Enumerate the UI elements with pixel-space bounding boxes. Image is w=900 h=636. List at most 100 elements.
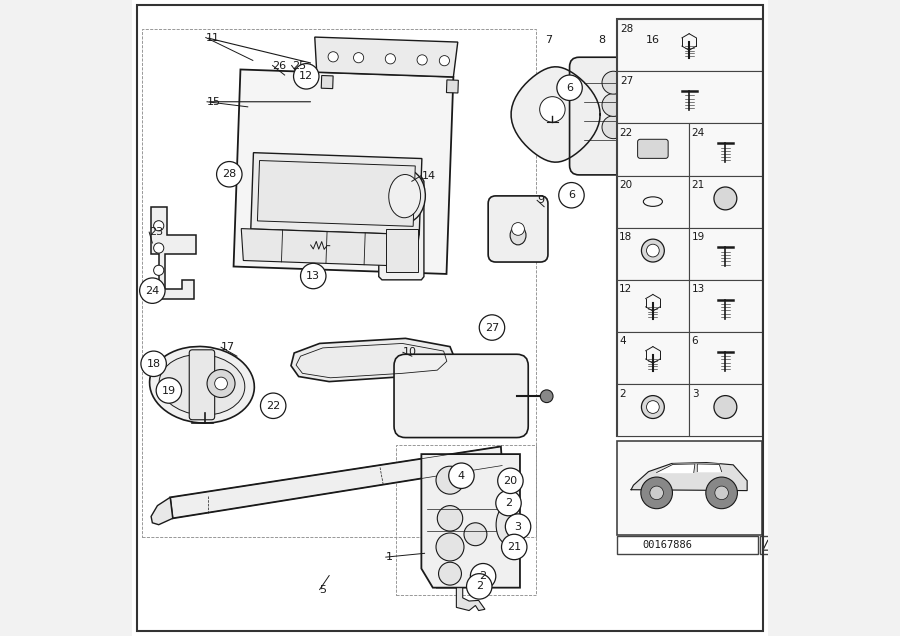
Polygon shape	[321, 76, 333, 88]
Text: 6: 6	[692, 336, 698, 347]
Text: 5: 5	[320, 584, 327, 595]
Circle shape	[602, 71, 625, 94]
Polygon shape	[446, 80, 458, 93]
Polygon shape	[241, 228, 419, 266]
Text: 28: 28	[620, 24, 633, 34]
Text: 21: 21	[508, 542, 521, 552]
Text: 6: 6	[568, 190, 575, 200]
Circle shape	[301, 263, 326, 289]
Circle shape	[293, 64, 319, 89]
Bar	[396, 445, 536, 595]
Polygon shape	[379, 177, 424, 280]
Text: 7: 7	[544, 35, 552, 45]
Bar	[689, 228, 761, 280]
Circle shape	[464, 523, 487, 546]
Text: 2: 2	[619, 389, 625, 399]
Ellipse shape	[384, 169, 426, 223]
Text: 23: 23	[149, 227, 163, 237]
Text: 2: 2	[476, 581, 482, 591]
Circle shape	[154, 243, 164, 253]
Circle shape	[141, 351, 166, 377]
Circle shape	[505, 514, 531, 539]
Circle shape	[207, 370, 235, 398]
Text: 10: 10	[403, 347, 417, 357]
Bar	[760, 536, 777, 554]
Ellipse shape	[510, 226, 526, 245]
Circle shape	[650, 486, 663, 500]
Text: 17: 17	[221, 342, 235, 352]
Polygon shape	[657, 464, 695, 473]
Bar	[616, 176, 689, 228]
Circle shape	[715, 486, 728, 500]
Circle shape	[328, 52, 338, 62]
Bar	[689, 123, 761, 176]
Circle shape	[706, 477, 737, 509]
Text: 14: 14	[421, 170, 436, 181]
Bar	[689, 280, 761, 332]
FancyBboxPatch shape	[488, 196, 548, 262]
Polygon shape	[151, 497, 173, 525]
Circle shape	[557, 75, 582, 100]
Circle shape	[646, 244, 659, 257]
Circle shape	[602, 116, 625, 139]
Circle shape	[512, 223, 525, 235]
Text: 26: 26	[273, 60, 287, 71]
Polygon shape	[631, 462, 747, 490]
Text: 1: 1	[386, 552, 392, 562]
Text: 00167886: 00167886	[643, 540, 692, 550]
Text: 9: 9	[537, 195, 544, 205]
Circle shape	[260, 393, 286, 418]
Circle shape	[466, 574, 492, 599]
Circle shape	[501, 534, 527, 560]
Text: 2: 2	[480, 571, 487, 581]
Text: 4: 4	[619, 336, 625, 347]
Polygon shape	[151, 207, 195, 299]
Polygon shape	[386, 229, 418, 272]
Bar	[616, 332, 689, 384]
Circle shape	[540, 390, 553, 403]
Circle shape	[436, 533, 464, 561]
Text: 28: 28	[222, 169, 237, 179]
Text: 15: 15	[207, 97, 221, 107]
Circle shape	[646, 401, 659, 413]
Bar	[616, 536, 759, 554]
Circle shape	[496, 490, 521, 516]
Bar	[616, 228, 689, 280]
Circle shape	[449, 463, 474, 488]
Polygon shape	[170, 446, 502, 518]
Text: 22: 22	[266, 401, 280, 411]
Circle shape	[154, 221, 164, 231]
Text: 27: 27	[485, 322, 500, 333]
Text: 3: 3	[515, 522, 522, 532]
Circle shape	[498, 468, 523, 494]
Ellipse shape	[159, 354, 245, 415]
Bar	[616, 19, 761, 436]
Polygon shape	[234, 69, 454, 274]
Text: 20: 20	[619, 180, 633, 190]
Circle shape	[480, 315, 505, 340]
Circle shape	[668, 83, 694, 108]
FancyBboxPatch shape	[189, 350, 215, 420]
Circle shape	[641, 477, 672, 509]
Text: 21: 21	[692, 180, 705, 190]
Bar	[616, 280, 689, 332]
Bar	[616, 384, 689, 436]
Bar	[689, 332, 761, 384]
Polygon shape	[251, 153, 422, 235]
Polygon shape	[257, 160, 415, 226]
Circle shape	[154, 265, 164, 275]
Circle shape	[668, 114, 694, 140]
Bar	[689, 176, 761, 228]
Circle shape	[540, 97, 565, 122]
Ellipse shape	[496, 506, 518, 544]
Bar	[616, 71, 761, 123]
Text: 6: 6	[566, 83, 573, 93]
Text: 18: 18	[147, 359, 161, 369]
Text: 27: 27	[620, 76, 633, 86]
Circle shape	[354, 53, 364, 63]
Text: 13: 13	[306, 271, 320, 281]
Text: 12: 12	[619, 284, 633, 294]
FancyBboxPatch shape	[570, 57, 657, 175]
Text: 16: 16	[646, 35, 660, 45]
Circle shape	[437, 506, 463, 531]
